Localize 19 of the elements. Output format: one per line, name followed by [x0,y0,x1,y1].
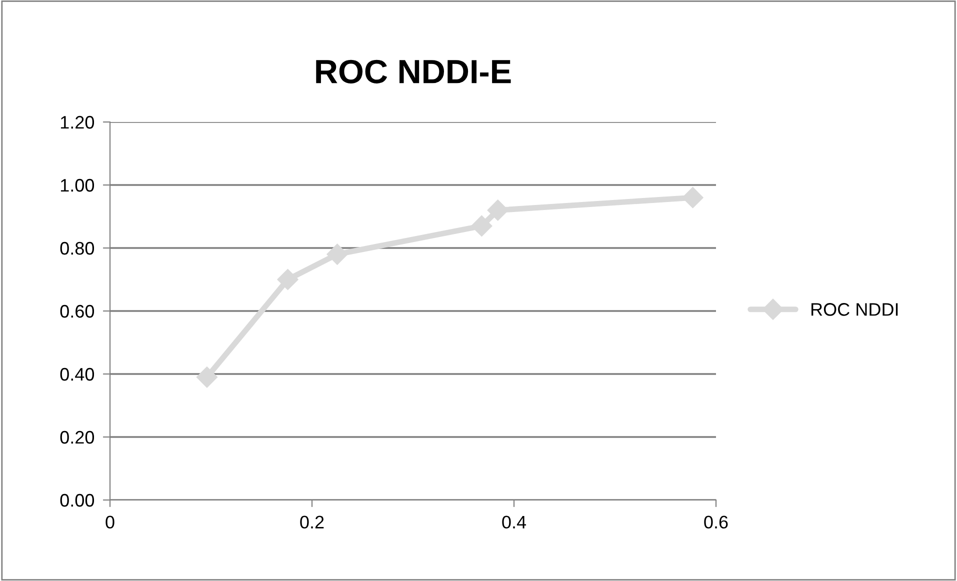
point [326,244,348,265]
point [277,268,298,290]
y-tick-label: 0.20 [60,430,94,444]
x-tick-label: 0 [106,516,114,529]
y-tick-label: 0.80 [60,242,94,255]
y-tick-label: 0.40 [60,368,94,381]
point [196,366,218,388]
point [487,200,508,221]
y-tick-label: 0.60 [60,304,94,318]
x-tick-label: 0.2 [300,516,324,529]
y-tick-label: 1.00 [60,178,94,192]
y-tick-label: 1.20 [60,116,94,129]
chart-title: ROC NDDI-E [316,60,511,84]
legend-label: ROC NDDI [811,303,898,316]
point [682,187,704,208]
y-tick-label: 0.00 [60,494,94,507]
x-tick-label: 0.6 [704,516,728,529]
x-tick-label: 0.4 [502,516,526,529]
point [471,215,492,236]
